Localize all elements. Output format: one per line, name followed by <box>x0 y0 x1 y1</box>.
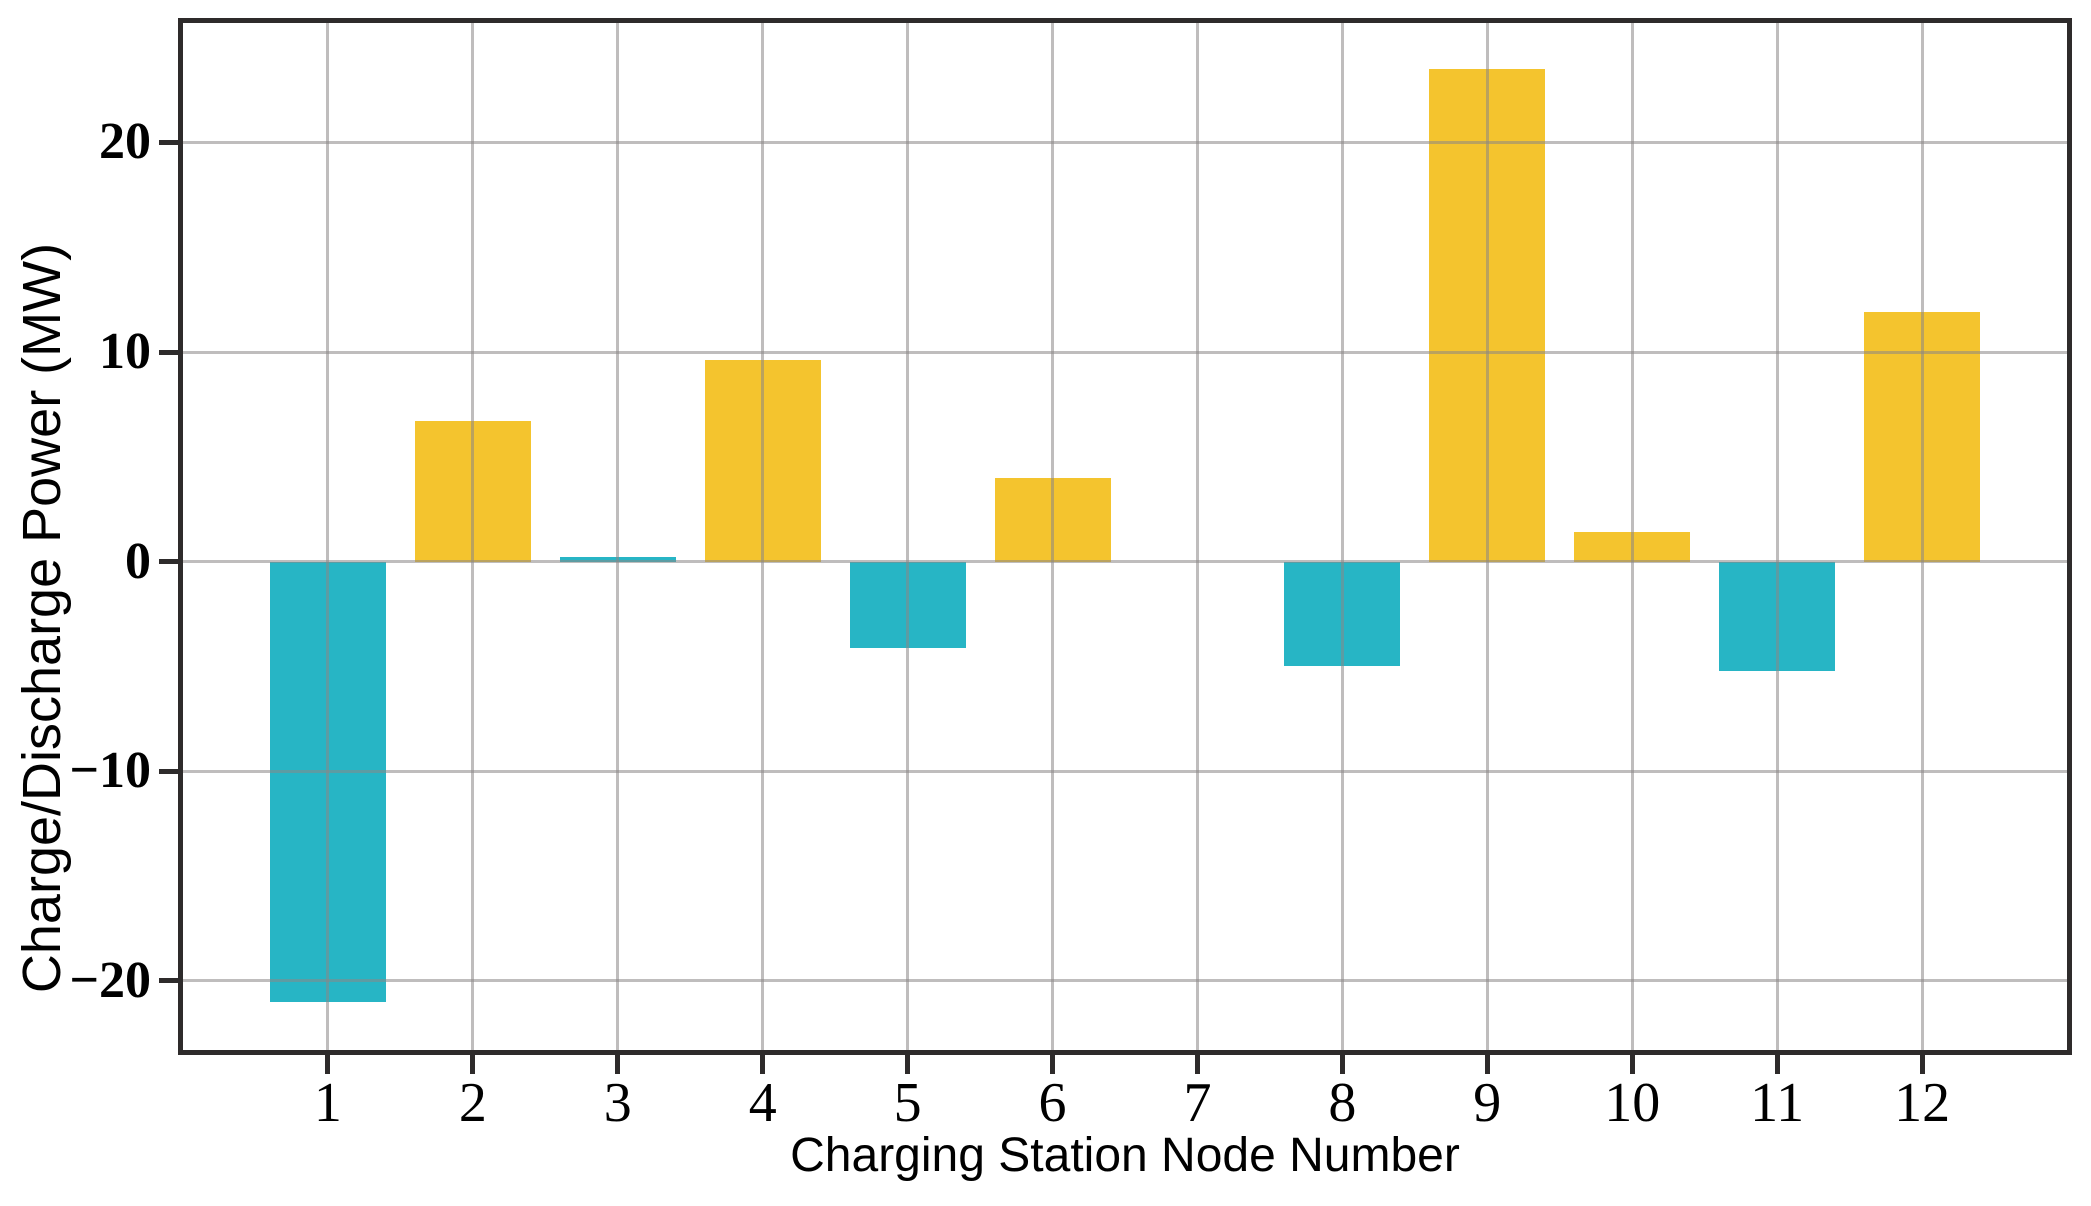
x-tick-mark-11 <box>1774 1050 1780 1074</box>
plot-area <box>183 23 2067 1050</box>
x-tick-mark-5 <box>905 1050 911 1074</box>
x-tick-label-6: 6 <box>1038 1072 1067 1134</box>
v-gridline-2 <box>471 23 475 1050</box>
x-tick-mark-3 <box>615 1050 621 1074</box>
x-tick-label-8: 8 <box>1328 1072 1357 1134</box>
x-tick-label-9: 9 <box>1473 1072 1502 1134</box>
v-gridline-7 <box>1195 23 1199 1050</box>
y-tick-label-−10: −10 <box>69 742 151 800</box>
x-tick-mark-8 <box>1339 1050 1345 1074</box>
x-tick-label-5: 5 <box>893 1072 922 1134</box>
grid-layer <box>183 23 2067 1050</box>
x-tick-mark-12 <box>1919 1050 1925 1074</box>
x-tick-label-3: 3 <box>603 1072 632 1134</box>
v-gridline-4 <box>761 23 765 1050</box>
x-tick-mark-7 <box>1194 1050 1200 1074</box>
v-gridline-3 <box>616 23 620 1050</box>
h-gridline-0 <box>183 560 2067 564</box>
x-tick-mark-1 <box>325 1050 331 1074</box>
x-tick-label-7: 7 <box>1183 1072 1212 1134</box>
x-tick-mark-4 <box>760 1050 766 1074</box>
v-gridline-1 <box>326 23 330 1050</box>
y-tick-label-0: 0 <box>125 532 151 590</box>
v-gridline-10 <box>1630 23 1634 1050</box>
y-tick-label-−20: −20 <box>69 951 151 1009</box>
v-gridline-5 <box>906 23 910 1050</box>
x-tick-label-10: 10 <box>1604 1072 1661 1134</box>
v-gridline-9 <box>1485 23 1489 1050</box>
y-tick-label-20: 20 <box>99 113 151 171</box>
x-tick-label-1: 1 <box>313 1072 342 1134</box>
y-tick-mark-−20 <box>159 978 183 984</box>
x-axis-title: Charging Station Node Number <box>790 1129 1460 1182</box>
v-gridline-11 <box>1775 23 1779 1050</box>
y-tick-mark-0 <box>159 559 183 565</box>
x-tick-label-4: 4 <box>748 1072 777 1134</box>
x-tick-label-2: 2 <box>458 1072 487 1134</box>
x-tick-mark-9 <box>1484 1050 1490 1074</box>
y-tick-mark-20 <box>159 139 183 145</box>
y-tick-mark-−10 <box>159 768 183 774</box>
x-tick-label-12: 12 <box>1894 1072 1951 1134</box>
x-tick-label-11: 11 <box>1750 1072 1805 1134</box>
x-tick-mark-2 <box>470 1050 476 1074</box>
h-gridline-10 <box>183 350 2067 354</box>
h-gridline-20 <box>183 140 2067 144</box>
h-gridline-−20 <box>183 979 2067 983</box>
x-tick-mark-6 <box>1050 1050 1056 1074</box>
y-tick-mark-10 <box>159 349 183 355</box>
h-gridline-−10 <box>183 769 2067 773</box>
x-tick-mark-10 <box>1629 1050 1635 1074</box>
y-tick-label-10: 10 <box>99 323 151 381</box>
v-gridline-6 <box>1051 23 1055 1050</box>
v-gridline-12 <box>1920 23 1924 1050</box>
v-gridline-8 <box>1340 23 1344 1050</box>
